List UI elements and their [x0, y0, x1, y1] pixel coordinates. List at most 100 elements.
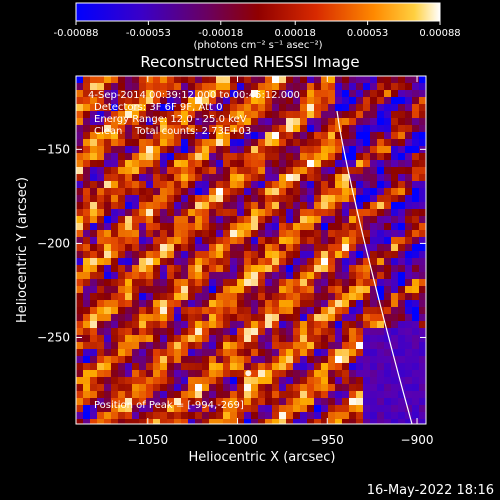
heatmap-cell [342, 132, 350, 140]
heatmap-cell [76, 377, 84, 385]
heatmap-cell [251, 293, 259, 301]
heatmap-cell [76, 342, 84, 350]
heatmap-cell [230, 251, 238, 259]
heatmap-cell [398, 216, 406, 224]
heatmap-cell [293, 90, 301, 98]
heatmap-cell [118, 391, 126, 399]
heatmap-cell [118, 230, 126, 238]
heatmap-cell [153, 195, 161, 203]
heatmap-cell [111, 412, 119, 420]
heatmap-cell [223, 83, 231, 91]
heatmap-cell [174, 209, 182, 217]
heatmap-cell [398, 230, 406, 238]
heatmap-cell [125, 125, 133, 133]
heatmap-cell [209, 279, 217, 287]
heatmap-cell [286, 153, 294, 161]
heatmap-cell [307, 167, 315, 175]
heatmap-cell [125, 335, 133, 343]
heatmap-cell [174, 286, 182, 294]
heatmap-cell [160, 384, 168, 392]
heatmap-cell [216, 216, 224, 224]
heatmap-cell [328, 244, 336, 252]
heatmap-cell [118, 349, 126, 357]
heatmap-cell [384, 118, 392, 126]
heatmap-cell [76, 160, 84, 168]
heatmap-cell [370, 258, 378, 266]
heatmap-cell [286, 363, 294, 371]
heatmap-cell [391, 405, 399, 413]
heatmap-cell [398, 300, 406, 308]
heatmap-cell [377, 321, 385, 329]
heatmap-cell [363, 412, 371, 420]
heatmap-cell [286, 83, 294, 91]
heatmap-cell [328, 167, 336, 175]
heatmap-cell [90, 258, 98, 266]
heatmap-cell [223, 230, 231, 238]
heatmap-cell [300, 132, 308, 140]
heatmap-cell [265, 370, 273, 378]
heatmap-cell [412, 160, 420, 168]
heatmap-cell [125, 342, 133, 350]
heatmap-cell [293, 412, 301, 420]
heatmap-cell [251, 90, 259, 98]
heatmap-cell [279, 349, 287, 357]
heatmap-cell [230, 97, 238, 105]
heatmap-cell [132, 391, 140, 399]
heatmap-cell [76, 195, 84, 203]
heatmap-cell [412, 405, 420, 413]
heatmap-cell [363, 300, 371, 308]
heatmap-cell [146, 335, 154, 343]
heatmap-cell [377, 370, 385, 378]
heatmap-cell [97, 223, 105, 231]
heatmap-cell [412, 328, 420, 336]
heatmap-cell [391, 419, 399, 424]
heatmap-cell [272, 223, 280, 231]
heatmap-cell [118, 132, 126, 140]
heatmap-cell [300, 265, 308, 273]
heatmap-cell [104, 265, 112, 273]
heatmap-cell [265, 167, 273, 175]
heatmap-cell [202, 153, 210, 161]
heatmap-cell [370, 328, 378, 336]
heatmap-cell [258, 391, 266, 399]
heatmap-cell [160, 139, 168, 147]
heatmap-cell [97, 160, 105, 168]
heatmap-cell [293, 293, 301, 301]
heatmap-cell [258, 328, 266, 336]
heatmap-cell [139, 230, 147, 238]
heatmap-cell [363, 293, 371, 301]
heatmap-cell [118, 139, 126, 147]
heatmap-cell [146, 90, 154, 98]
heatmap-cell [349, 405, 357, 413]
heatmap-cell [104, 314, 112, 322]
heatmap-cell [370, 97, 378, 105]
heatmap-cell [419, 398, 426, 406]
heatmap-cell [258, 125, 266, 133]
heatmap-cell [398, 90, 406, 98]
heatmap-cell [160, 391, 168, 399]
heatmap-cell [258, 160, 266, 168]
heatmap-cell [307, 181, 315, 189]
heatmap-cell [349, 125, 357, 133]
heatmap-cell [321, 307, 329, 315]
heatmap-cell [363, 160, 371, 168]
heatmap-cell [132, 209, 140, 217]
heatmap-cell [167, 153, 175, 161]
heatmap-cell [321, 160, 329, 168]
heatmap-cell [111, 356, 119, 364]
heatmap-cell [328, 76, 336, 84]
heatmap-cell [125, 363, 133, 371]
heatmap-cell [293, 405, 301, 413]
heatmap-cell [307, 363, 315, 371]
heatmap-cell [139, 244, 147, 252]
heatmap-cell [349, 118, 357, 126]
heatmap-cell [300, 377, 308, 385]
heatmap-cell [335, 335, 343, 343]
heatmap-cell [174, 160, 182, 168]
heatmap-cell [167, 321, 175, 329]
heatmap-cell [370, 83, 378, 91]
heatmap-cell [167, 111, 175, 119]
heatmap-cell [370, 363, 378, 371]
heatmap-cell [223, 384, 231, 392]
heatmap-cell [160, 223, 168, 231]
